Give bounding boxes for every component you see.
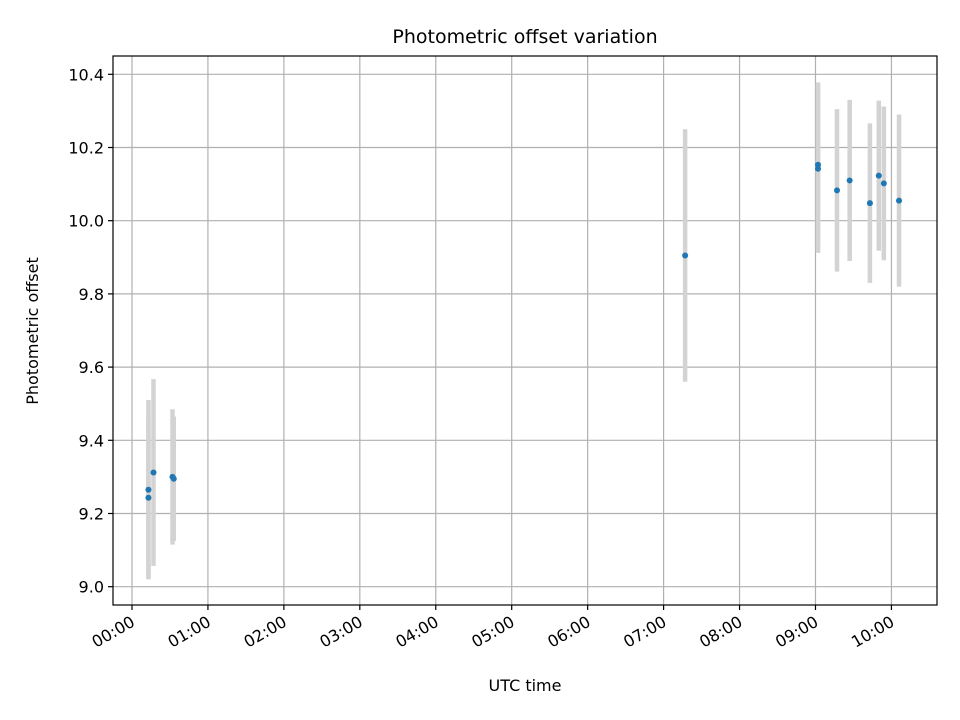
data-point	[834, 187, 841, 194]
data-point	[150, 469, 157, 476]
grid	[113, 56, 937, 605]
y-tick-label: 10.2	[68, 139, 104, 158]
data-point	[866, 200, 873, 207]
y-tick-label: 9.0	[79, 578, 104, 597]
plot-frame	[112, 55, 938, 606]
y-tick-label: 10.4	[68, 65, 104, 84]
data-point	[170, 475, 177, 482]
data-point	[682, 252, 689, 259]
y-axis-label: Photometric offset	[23, 257, 42, 405]
y-tick-label: 10.0	[68, 212, 104, 231]
data-point	[875, 172, 882, 179]
data-point	[815, 165, 822, 172]
data-point	[846, 177, 853, 184]
data-point	[880, 180, 887, 187]
data-points	[145, 161, 903, 501]
x-axis-label: UTC time	[489, 676, 562, 695]
y-tick-label: 9.4	[79, 431, 104, 450]
data-point	[145, 486, 152, 493]
y-tick-label: 9.6	[79, 358, 104, 377]
y-tick-label: 9.2	[79, 505, 104, 524]
y-tick-label: 9.8	[79, 285, 104, 304]
data-point	[145, 494, 152, 501]
chart-title: Photometric offset variation	[392, 26, 657, 48]
data-point	[896, 197, 903, 204]
y-axis-ticks: 9.0 9.2 9.4 9.6 9.8 10.0 10.2 10.4	[68, 65, 113, 597]
